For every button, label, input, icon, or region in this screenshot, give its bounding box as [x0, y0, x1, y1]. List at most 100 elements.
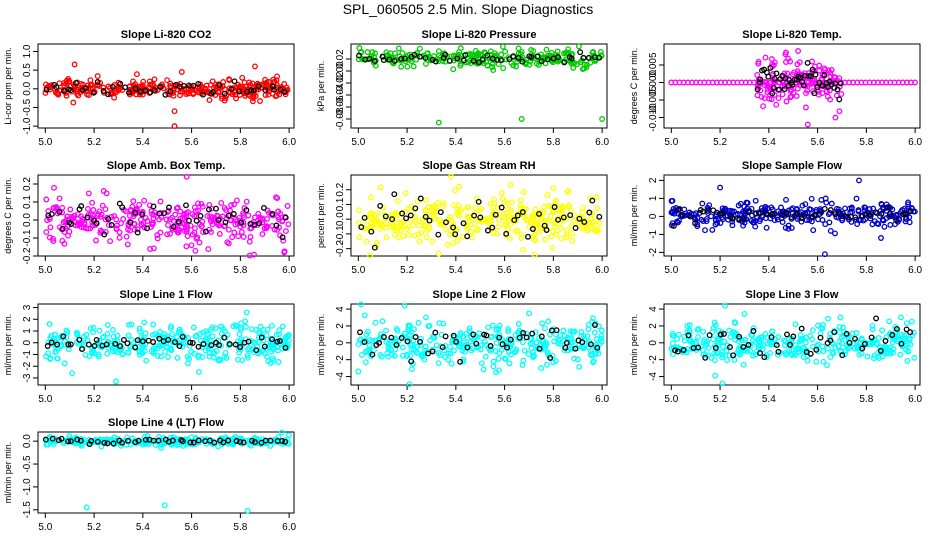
y-axis-label: percent per min.	[316, 183, 326, 248]
data-point	[710, 228, 715, 233]
data-point	[484, 354, 489, 359]
data-point	[519, 198, 524, 203]
x-tick-label: 5.6	[811, 394, 825, 405]
data-point	[843, 206, 848, 211]
x-tick-label: 5.0	[351, 394, 365, 405]
data-point	[240, 76, 245, 81]
x-tick-label: 5.0	[38, 137, 52, 148]
data-point	[193, 249, 198, 254]
x-tick-label: 5.6	[185, 137, 199, 148]
data-point	[823, 222, 828, 227]
data-point	[763, 55, 768, 60]
data-point	[741, 362, 746, 367]
x-tick-label: 5.4	[136, 522, 150, 533]
y-tick-label: 0	[335, 340, 346, 346]
data-point	[709, 214, 714, 219]
data-point	[559, 236, 564, 241]
y-tick-label: -3	[22, 373, 33, 382]
data-point	[430, 239, 435, 244]
outlier-point	[600, 117, 605, 122]
data-point	[47, 322, 52, 327]
panel-title: Slope Li-820 Temp.	[742, 29, 841, 41]
y-tick-label: 2	[335, 323, 346, 329]
x-tick-label: 5.0	[664, 137, 678, 148]
panel-title: Slope Gas Stream RH	[422, 160, 535, 172]
data-point	[521, 340, 526, 345]
data-point	[817, 68, 822, 73]
data-point	[396, 217, 401, 222]
data-point	[481, 367, 486, 372]
data-point	[572, 218, 577, 223]
data-point	[184, 244, 189, 249]
data-point	[126, 242, 131, 247]
data-point	[436, 361, 441, 366]
x-tick-label: 5.8	[233, 137, 247, 148]
data-point	[888, 223, 893, 228]
panel-temp: Slope Li-820 Temp.5.0 5.2 5.4 5.6 5.8 6.0-0.0…	[629, 29, 923, 148]
data-point	[186, 361, 191, 366]
data-point	[549, 234, 554, 239]
reference-point	[829, 208, 834, 213]
reference-point	[458, 360, 463, 365]
outlier-point	[197, 370, 202, 375]
data-point	[545, 193, 550, 198]
data-point	[244, 310, 249, 315]
reference-point	[436, 232, 441, 237]
x-tick-label: 5.2	[400, 137, 414, 148]
data-point	[491, 323, 496, 328]
reference-point	[433, 330, 438, 335]
data-point	[97, 328, 102, 333]
outlier-point	[163, 503, 168, 508]
y-tick-label: -1.0	[22, 117, 33, 135]
data-point	[826, 316, 831, 321]
data-point	[94, 238, 99, 243]
x-tick-label: 5.0	[38, 265, 52, 276]
data-point	[501, 44, 506, 49]
data-point	[357, 208, 362, 213]
data-point	[912, 356, 917, 361]
data-point	[126, 333, 131, 338]
data-point	[112, 95, 117, 100]
data-point	[412, 327, 417, 332]
data-point	[700, 201, 705, 206]
data-point	[854, 196, 859, 201]
data-point	[393, 347, 398, 352]
x-tick-label: 5.6	[498, 137, 512, 148]
data-point	[496, 225, 501, 230]
x-tick-label: 5.4	[449, 265, 463, 276]
data-point	[406, 233, 411, 238]
data-point	[44, 197, 49, 202]
data-point	[491, 364, 496, 369]
data-point	[411, 64, 416, 69]
x-tick-label: 5.4	[449, 137, 463, 148]
data-point	[399, 65, 404, 70]
data-point	[540, 321, 545, 326]
y-axis-label: ml/min per min.	[3, 442, 13, 504]
y-tick-label: 0.0	[22, 434, 33, 448]
data-point	[496, 357, 501, 362]
data-point	[811, 228, 816, 233]
y-tick-label: 4	[648, 306, 659, 312]
data-point	[880, 328, 885, 333]
data-point	[449, 362, 454, 367]
data-point	[444, 227, 449, 232]
data-point	[284, 229, 289, 234]
data-point	[905, 321, 910, 326]
outlier-point	[437, 120, 442, 125]
data-point	[384, 328, 389, 333]
data-point	[755, 73, 760, 78]
data-point	[106, 323, 111, 328]
data-point	[207, 203, 212, 208]
data-point	[405, 64, 410, 69]
data-point	[57, 196, 62, 201]
data-point	[424, 235, 429, 240]
outlier-point	[114, 379, 119, 384]
data-point	[166, 223, 171, 228]
y-tick-label: 0.1	[22, 195, 33, 209]
data-point	[826, 346, 831, 351]
data-point	[71, 100, 76, 105]
y-axis-label: ml/min per min.	[3, 314, 13, 376]
data-point	[809, 197, 814, 202]
data-point	[501, 66, 506, 71]
data-point	[268, 444, 273, 449]
